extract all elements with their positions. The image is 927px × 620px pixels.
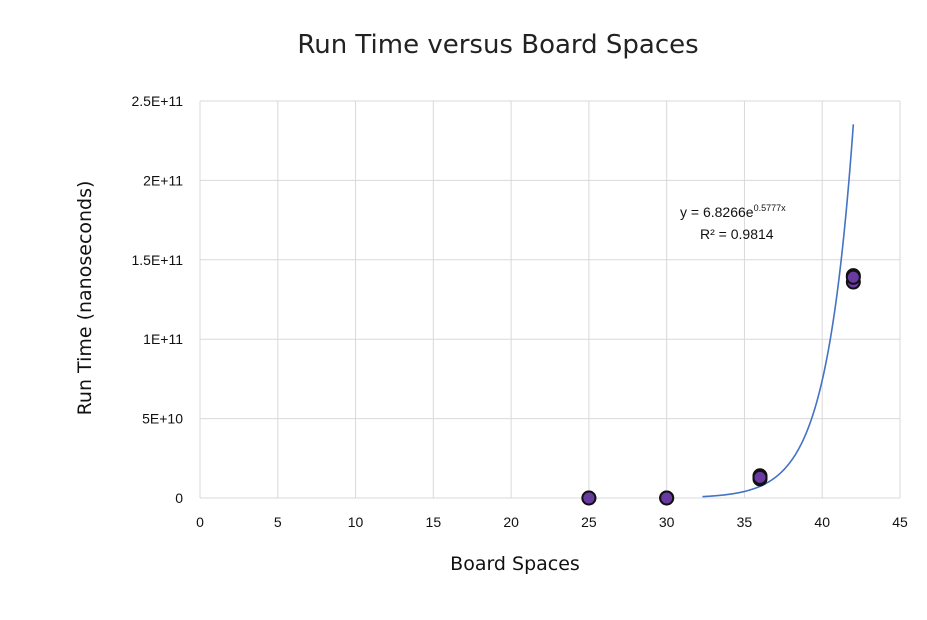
y-tick-label: 1E+11 [143,331,183,347]
data-point [845,269,861,285]
trendline-r2: R² = 0.9814 [700,226,774,242]
x-tick-label: 20 [503,514,519,530]
x-tick-label: 5 [274,514,282,530]
data-point [659,490,675,506]
chart-title: Run Time versus Board Spaces [297,30,698,60]
x-tick-labels: 0 5 10 15 20 25 30 35 40 45 [196,514,908,530]
trendline-equation-base: y = 6.8266e [680,204,754,220]
x-tick-label: 10 [348,514,364,530]
data-point [752,469,768,485]
x-tick-label: 25 [581,514,597,530]
x-tick-label: 35 [737,514,753,530]
y-tick-label: 2E+11 [143,172,183,188]
x-axis-label: Board Spaces [450,553,580,575]
x-tick-label: 30 [659,514,675,530]
y-tick-label: 0 [175,490,183,506]
data-point [581,490,597,506]
y-tick-label: 5E+10 [142,411,183,427]
data-points [581,268,861,506]
gridlines [199,100,901,499]
y-tick-label: 2.5E+11 [131,93,183,109]
y-tick-labels: 0 5E+10 1E+11 1.5E+11 2E+11 2.5E+11 [131,93,183,506]
y-axis-label: Run Time (nanoseconds) [74,181,96,416]
x-tick-label: 45 [892,514,908,530]
trendline-equation: y = 6.8266e0.5777x [680,203,786,220]
x-tick-label: 40 [814,514,830,530]
y-tick-label: 1.5E+11 [131,252,183,268]
x-tick-label: 0 [196,514,204,530]
trendline [702,124,855,498]
x-tick-label: 15 [426,514,442,530]
trendline-equation-exponent: 0.5777x [754,203,787,213]
